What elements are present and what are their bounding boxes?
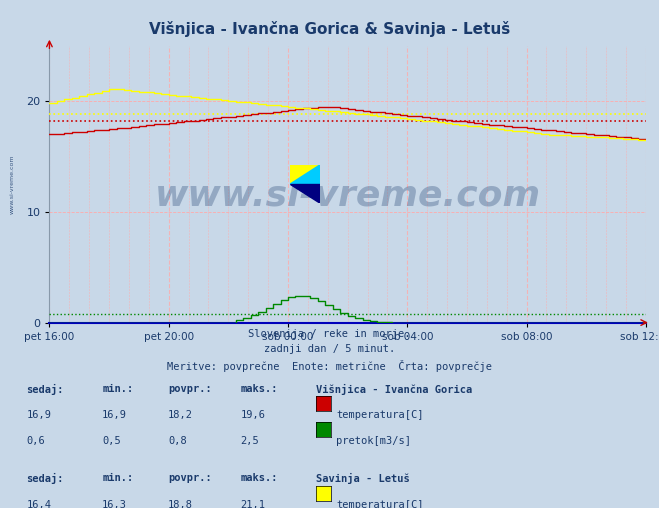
Polygon shape bbox=[290, 165, 320, 184]
Text: 21,1: 21,1 bbox=[241, 500, 266, 508]
Text: maks.:: maks.: bbox=[241, 473, 278, 483]
Text: 0,5: 0,5 bbox=[102, 436, 121, 447]
Polygon shape bbox=[290, 165, 320, 184]
Text: Višnjica - Ivančna Gorica & Savinja - Letuš: Višnjica - Ivančna Gorica & Savinja - Le… bbox=[149, 21, 510, 38]
Text: 2,5: 2,5 bbox=[241, 436, 259, 447]
Text: www.si-vreme.com: www.si-vreme.com bbox=[10, 154, 15, 214]
Text: 0,6: 0,6 bbox=[26, 436, 45, 447]
Text: 16,3: 16,3 bbox=[102, 500, 127, 508]
Text: temperatura[C]: temperatura[C] bbox=[336, 500, 424, 508]
Text: www.si-vreme.com: www.si-vreme.com bbox=[155, 178, 540, 212]
Text: 18,8: 18,8 bbox=[168, 500, 193, 508]
Text: Meritve: povprečne  Enote: metrične  Črta: povprečje: Meritve: povprečne Enote: metrične Črta:… bbox=[167, 360, 492, 372]
Text: 16,4: 16,4 bbox=[26, 500, 51, 508]
Text: Savinja - Letuš: Savinja - Letuš bbox=[316, 473, 410, 485]
Text: Slovenija / reke in morje.: Slovenija / reke in morje. bbox=[248, 329, 411, 339]
Polygon shape bbox=[290, 184, 320, 203]
Text: povpr.:: povpr.: bbox=[168, 384, 212, 394]
Text: povpr.:: povpr.: bbox=[168, 473, 212, 483]
Text: min.:: min.: bbox=[102, 384, 133, 394]
Text: sedaj:: sedaj: bbox=[26, 473, 64, 485]
Text: sedaj:: sedaj: bbox=[26, 384, 64, 395]
Text: Višnjica - Ivančna Gorica: Višnjica - Ivančna Gorica bbox=[316, 384, 473, 395]
Text: temperatura[C]: temperatura[C] bbox=[336, 410, 424, 420]
Text: 18,2: 18,2 bbox=[168, 410, 193, 420]
Text: 16,9: 16,9 bbox=[26, 410, 51, 420]
Text: min.:: min.: bbox=[102, 473, 133, 483]
Text: pretok[m3/s]: pretok[m3/s] bbox=[336, 436, 411, 447]
Text: 16,9: 16,9 bbox=[102, 410, 127, 420]
Text: zadnji dan / 5 minut.: zadnji dan / 5 minut. bbox=[264, 344, 395, 355]
Text: 19,6: 19,6 bbox=[241, 410, 266, 420]
Text: 0,8: 0,8 bbox=[168, 436, 186, 447]
Text: maks.:: maks.: bbox=[241, 384, 278, 394]
